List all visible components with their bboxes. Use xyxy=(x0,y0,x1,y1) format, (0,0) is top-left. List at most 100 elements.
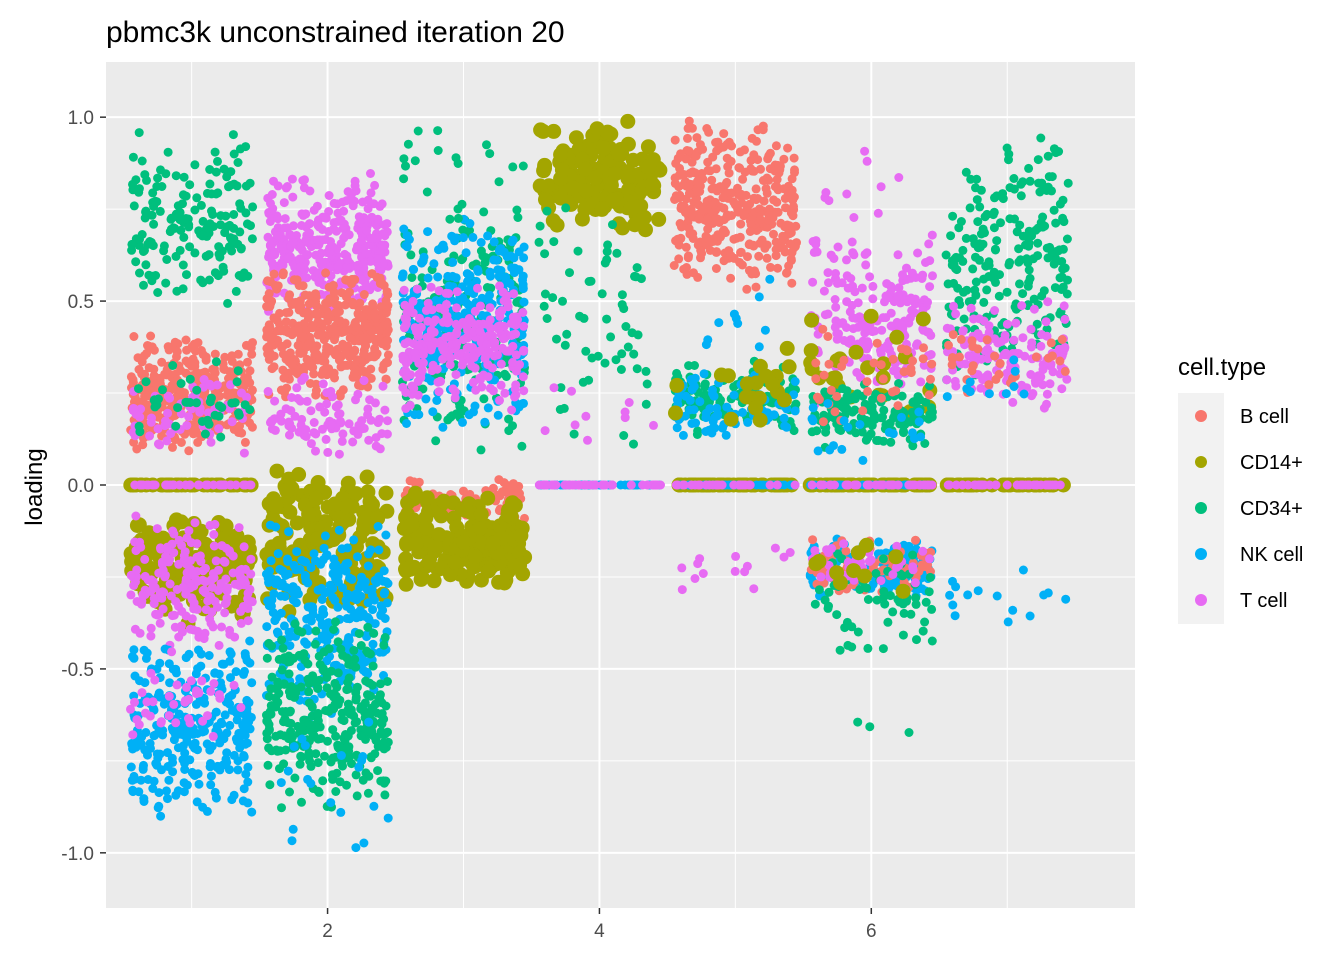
data-point xyxy=(501,372,511,381)
data-point xyxy=(169,529,179,539)
data-point xyxy=(781,359,797,375)
data-point xyxy=(344,633,354,642)
data-point xyxy=(691,151,701,161)
data-point xyxy=(283,554,292,564)
data-point xyxy=(764,151,774,161)
data-point xyxy=(476,301,485,311)
data-point xyxy=(729,309,739,319)
data-point xyxy=(377,199,387,209)
data-point xyxy=(169,610,179,620)
data-point xyxy=(361,248,371,258)
data-point xyxy=(159,246,169,256)
data-point xyxy=(500,388,510,398)
data-point xyxy=(168,442,177,452)
data-point xyxy=(334,525,344,535)
data-point xyxy=(380,633,390,642)
data-point xyxy=(273,549,283,559)
data-point xyxy=(155,658,165,668)
data-point xyxy=(306,358,315,368)
data-point xyxy=(146,631,156,641)
data-point xyxy=(519,297,529,307)
data-point xyxy=(479,207,489,217)
data-point xyxy=(537,160,552,176)
data-point xyxy=(137,480,147,490)
data-point xyxy=(573,246,583,256)
data-point xyxy=(722,153,732,163)
data-point xyxy=(695,187,705,196)
data-point xyxy=(185,624,195,634)
data-point xyxy=(149,364,159,374)
data-point xyxy=(179,551,189,561)
data-point xyxy=(269,463,285,479)
data-point xyxy=(370,575,380,585)
data-point xyxy=(480,417,490,427)
data-point xyxy=(698,144,708,154)
data-point xyxy=(495,245,505,254)
data-point xyxy=(185,242,195,252)
data-point xyxy=(311,626,321,636)
data-point xyxy=(244,698,254,708)
data-point xyxy=(416,373,426,383)
data-point xyxy=(302,396,312,406)
data-point xyxy=(362,494,378,509)
data-point xyxy=(209,530,219,539)
data-point xyxy=(780,421,790,431)
data-point xyxy=(272,316,282,325)
data-point xyxy=(379,776,388,786)
data-point xyxy=(185,398,195,407)
data-point xyxy=(162,436,172,446)
data-point xyxy=(321,434,331,444)
data-point xyxy=(152,197,162,207)
data-point xyxy=(222,757,232,767)
data-point xyxy=(236,576,246,586)
data-point xyxy=(243,357,252,367)
data-point xyxy=(596,140,612,156)
data-point xyxy=(683,133,692,143)
data-point xyxy=(166,224,176,234)
data-point xyxy=(506,318,516,328)
data-point xyxy=(407,273,417,282)
data-point xyxy=(608,166,623,182)
data-point xyxy=(711,205,720,215)
data-point xyxy=(758,176,768,185)
data-point xyxy=(475,327,485,336)
data-point xyxy=(281,404,291,414)
data-point xyxy=(477,382,487,392)
data-point xyxy=(421,394,431,404)
data-point xyxy=(225,720,235,730)
data-point xyxy=(201,352,211,362)
data-point xyxy=(369,334,379,344)
data-point xyxy=(723,212,732,222)
data-point xyxy=(701,340,711,350)
data-point xyxy=(712,411,722,421)
data-point xyxy=(598,480,608,490)
data-point xyxy=(270,616,280,626)
data-point xyxy=(224,546,234,556)
data-point xyxy=(293,589,303,599)
data-point xyxy=(431,527,447,543)
data-point xyxy=(349,645,359,655)
data-point xyxy=(422,187,432,197)
data-point xyxy=(453,322,463,332)
data-point xyxy=(184,222,194,232)
data-point xyxy=(586,276,596,286)
data-point xyxy=(308,490,324,506)
data-point xyxy=(228,130,238,140)
data-point xyxy=(462,269,472,279)
data-point xyxy=(286,241,296,251)
data-point xyxy=(236,703,246,712)
data-point xyxy=(220,710,230,720)
data-point xyxy=(185,583,195,593)
data-point xyxy=(549,237,559,247)
data-point xyxy=(589,121,605,137)
data-point xyxy=(324,227,333,236)
data-point xyxy=(758,368,774,384)
data-point xyxy=(374,545,384,555)
data-point xyxy=(174,632,184,642)
data-point xyxy=(605,192,621,208)
data-point xyxy=(495,311,505,321)
data-point xyxy=(320,751,329,761)
data-point xyxy=(265,780,275,790)
data-point xyxy=(506,331,516,340)
data-point xyxy=(134,128,144,138)
